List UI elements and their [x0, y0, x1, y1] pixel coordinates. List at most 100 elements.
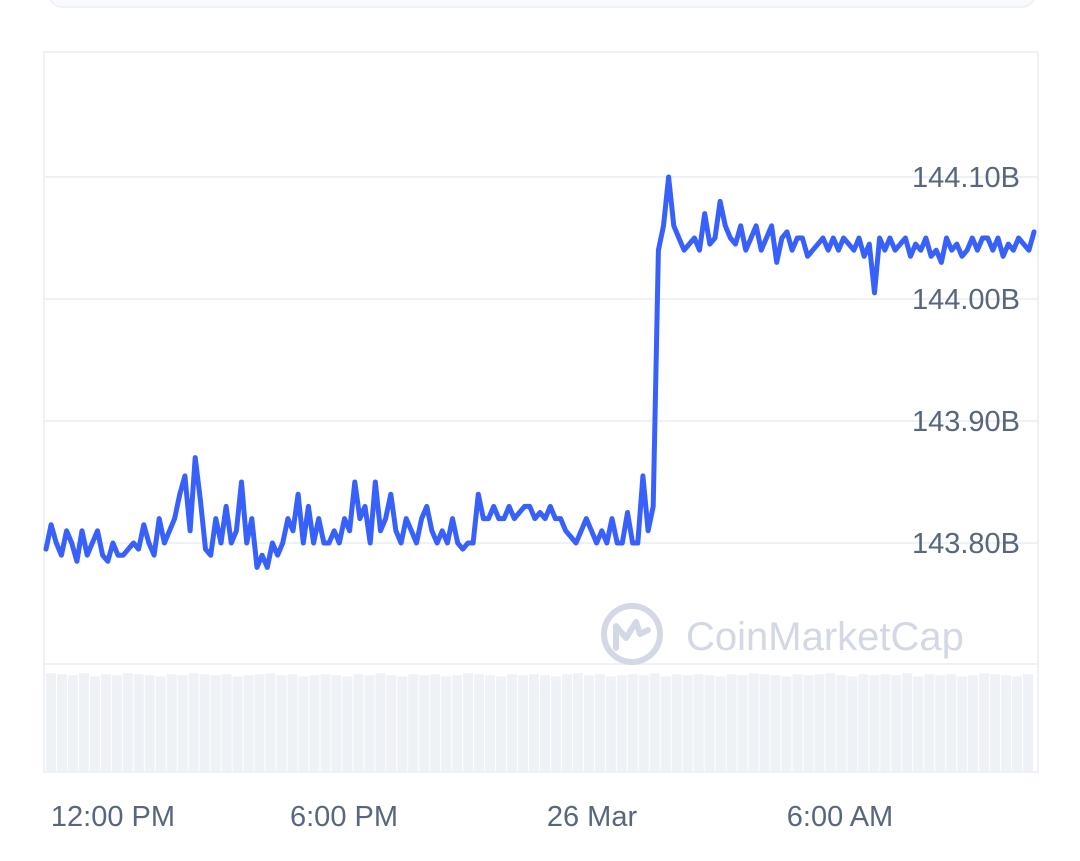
volume-bar — [825, 673, 836, 772]
volume-bar — [188, 673, 199, 772]
volume-bar — [375, 673, 386, 772]
volume-bar — [792, 674, 803, 772]
volume-bar — [572, 673, 583, 772]
x-axis-labels: 12:00 PM 6:00 PM 26 Mar 6:00 AM — [51, 801, 893, 833]
volume-bar — [485, 675, 496, 772]
volume-bar — [1001, 675, 1012, 772]
volume-bar — [452, 675, 463, 772]
volume-bar — [309, 675, 320, 772]
volume-bar — [737, 675, 748, 772]
volume-bar — [968, 675, 979, 772]
volume-bar — [353, 674, 364, 772]
x-tick-label: 26 Mar — [547, 801, 638, 833]
volume-bar — [847, 676, 858, 772]
volume-bar — [924, 674, 935, 772]
volume-bar — [265, 673, 276, 772]
volume-bar — [704, 675, 715, 772]
volume-bar — [210, 675, 221, 772]
price-line — [43, 174, 1037, 570]
volume-bar — [232, 676, 243, 772]
volume-bar — [441, 676, 452, 772]
x-tick-label: 6:00 AM — [787, 801, 893, 833]
volume-bar — [990, 674, 1001, 772]
volume-bar — [858, 674, 869, 772]
volume-bar — [748, 673, 759, 772]
x-tick-label: 6:00 PM — [290, 801, 398, 833]
volume-bar — [836, 675, 847, 772]
volume-bar — [89, 676, 100, 772]
volume-bar — [979, 673, 990, 772]
grid-lines — [44, 176, 1038, 665]
volume-bar — [67, 675, 78, 772]
y-tick-label: 144.10B — [912, 162, 1020, 194]
volume-bar — [397, 676, 408, 772]
volume-bar — [540, 675, 550, 772]
volume-bar — [276, 675, 287, 772]
volume-bar — [133, 674, 144, 772]
volume-bar — [100, 674, 111, 772]
volume-bar — [529, 674, 539, 772]
volume-bar — [957, 676, 968, 772]
volume-bar — [671, 674, 682, 772]
volume-bar — [518, 675, 529, 772]
volume-bar — [507, 674, 518, 772]
volume-bar — [759, 674, 770, 772]
volume-bar — [693, 674, 704, 772]
volume-bar — [594, 674, 605, 772]
volume-bar — [430, 674, 441, 772]
volume-bar — [122, 673, 133, 772]
volume-bar — [177, 675, 188, 772]
y-tick-label: 143.90B — [912, 406, 1020, 438]
volume-bar — [386, 675, 397, 772]
volume-bar — [913, 676, 924, 772]
watermark-text: CoinMarketCap — [686, 615, 964, 659]
volume-bar — [111, 675, 122, 772]
volume-bar — [342, 676, 353, 772]
volume-bar — [561, 674, 572, 772]
volume-bars — [46, 673, 1033, 772]
volume-bar — [638, 675, 649, 772]
y-tick-label: 143.80B — [912, 528, 1020, 560]
volume-bar — [221, 674, 232, 772]
volume-bar — [331, 675, 342, 772]
y-tick-label: 144.00B — [912, 284, 1020, 316]
volume-bar — [1012, 676, 1023, 772]
volume-bar — [616, 675, 627, 772]
volume-bar — [1023, 674, 1033, 772]
volume-bar — [715, 676, 726, 772]
volume-bar — [902, 673, 913, 772]
coinmarketcap-logo-icon — [601, 603, 663, 665]
volume-bar — [419, 675, 430, 772]
volume-bar — [726, 674, 737, 772]
volume-bar — [474, 674, 485, 772]
volume-bar — [166, 674, 177, 772]
volume-bar — [946, 674, 957, 772]
volume-bar — [770, 675, 781, 772]
volume-bar — [814, 674, 825, 772]
series-line — [43, 174, 1037, 570]
volume-bar — [287, 674, 298, 772]
volume-bar — [583, 675, 594, 772]
volume-bar — [364, 675, 375, 772]
volume-bar — [781, 676, 792, 772]
volume-bar — [78, 673, 89, 772]
volume-bar — [550, 676, 561, 772]
volume-bar — [803, 675, 814, 772]
volume-bar — [660, 676, 671, 772]
volume-bar — [298, 676, 309, 772]
volume-bar — [869, 675, 880, 772]
volume-bar — [199, 674, 210, 772]
volume-bar — [155, 676, 166, 772]
volume-bar — [56, 674, 67, 772]
volume-bar — [682, 675, 693, 772]
volume-bar — [605, 676, 616, 772]
x-tick-label: 12:00 PM — [51, 801, 175, 833]
volume-bar — [46, 673, 56, 772]
y-axis-labels: 143.80B 143.90B 144.00B 144.10B — [912, 162, 1020, 560]
volume-bar — [649, 673, 660, 772]
volume-bar — [408, 674, 419, 772]
volume-bar — [463, 673, 474, 772]
volume-bar — [935, 675, 946, 772]
volume-bar — [144, 675, 155, 772]
